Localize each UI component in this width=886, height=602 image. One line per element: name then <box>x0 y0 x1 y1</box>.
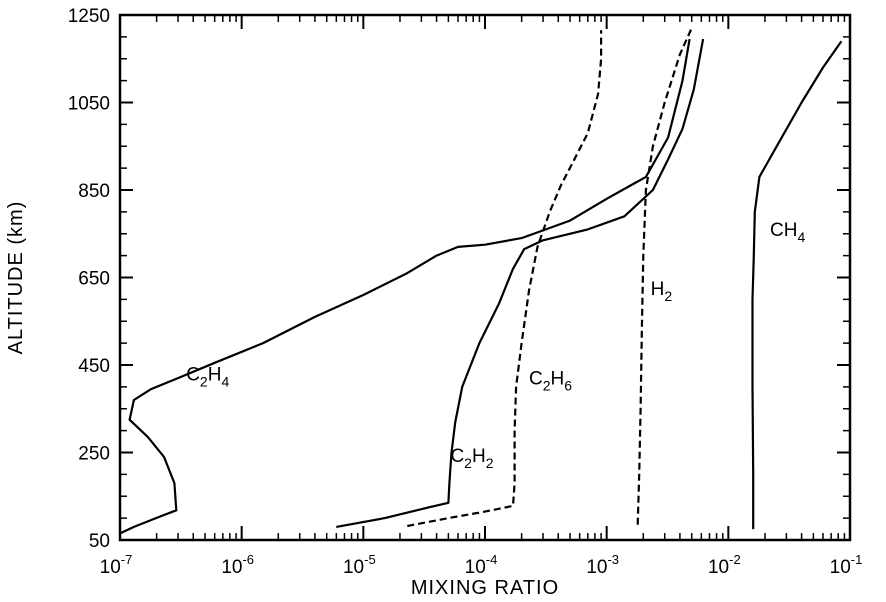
series-labels-layer: C2H4 C2H2 C2H6 H2 CH4 <box>186 220 805 471</box>
series-line-h2 <box>636 27 693 525</box>
series-label-c2h2: C2H2 <box>450 446 493 471</box>
y-tick-label: 850 <box>78 181 110 202</box>
series-line-c2h4 <box>119 38 691 535</box>
y-tick-label: 50 <box>89 531 110 552</box>
x-tick-label: 10-3 <box>586 552 619 578</box>
series-label-h2: H2 <box>651 279 673 304</box>
y-tick-label: 1250 <box>68 6 110 27</box>
x-tick-label: 10-7 <box>100 552 133 578</box>
series-layer <box>119 27 843 535</box>
x-tick-label: 10-2 <box>708 552 741 578</box>
series-label-ch4: CH4 <box>770 220 805 245</box>
x-tick-label: 10-6 <box>221 552 254 578</box>
x-tick-label: 10-1 <box>830 552 863 578</box>
y-tick-label: 650 <box>78 269 110 290</box>
y-tick-label: 250 <box>78 444 110 465</box>
y-axis-label: ALTITUDE (km) <box>5 201 27 355</box>
series-label-c2h6: C2H6 <box>529 369 572 394</box>
series-line-c2h2 <box>336 38 705 528</box>
x-tick-label: 10-4 <box>465 552 498 578</box>
x-axis-label: MIXING RATIO <box>411 577 559 599</box>
x-tick-label: 10-5 <box>343 552 376 578</box>
series-line-ch4 <box>751 40 843 530</box>
y-tick-label: 1050 <box>68 94 110 115</box>
series-label-c2h4: C2H4 <box>186 364 229 389</box>
y-tick-label: 450 <box>78 356 110 377</box>
series-line-c2h6 <box>407 30 603 528</box>
ticks-layer: 10-7 10-6 10-5 10-4 10-3 10-2 10-1 50 250 450 650 8… <box>68 6 863 578</box>
